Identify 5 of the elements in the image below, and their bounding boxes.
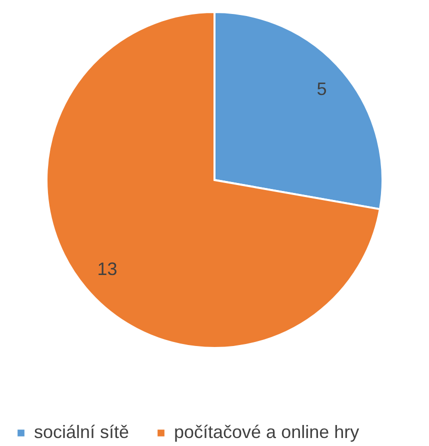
data-label: 13: [97, 258, 118, 279]
data-label: 5: [316, 79, 327, 100]
legend-label: počítačové a online hry: [174, 422, 360, 442]
pie-slice: [46, 11, 381, 349]
legend-label: sociální sítě: [34, 422, 130, 442]
